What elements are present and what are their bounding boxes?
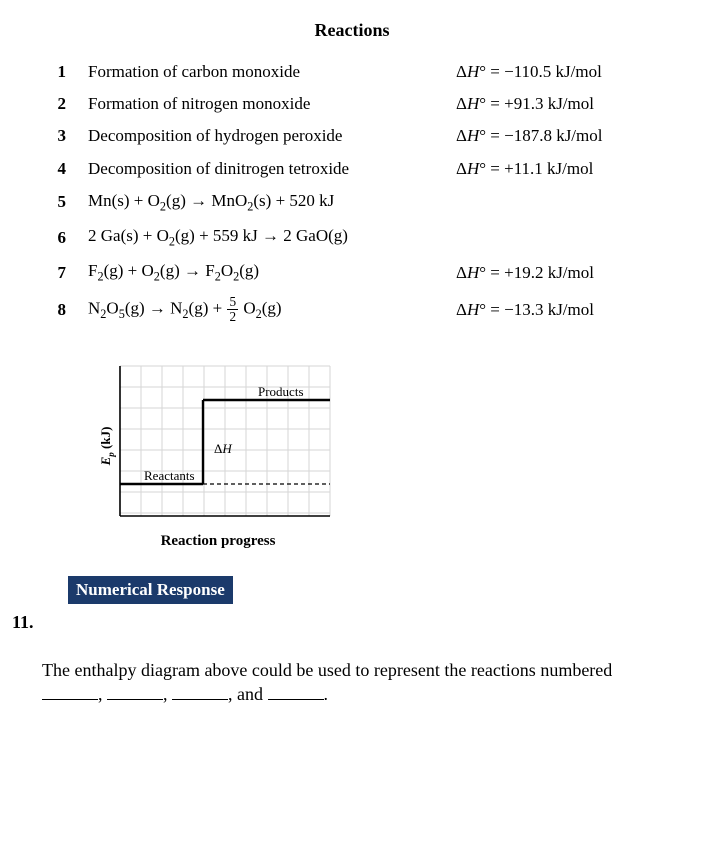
sep2: ,: [163, 684, 172, 704]
svg-text:Products: Products: [258, 384, 304, 399]
reaction-description: Decomposition of dinitrogen tetroxide: [84, 153, 452, 185]
reaction-delta-h: ΔH° = −187.8 kJ/mol: [452, 120, 686, 152]
reaction-row: 8N2O5(g) → N2(g) + 52 O2(g)ΔH° = −13.3 k…: [18, 290, 686, 330]
answer-blank-2[interactable]: [107, 682, 163, 700]
svg-text:Ep (kJ): Ep (kJ): [98, 426, 116, 466]
reaction-delta-h: ΔH° = +19.2 kJ/mol: [452, 255, 686, 290]
x-axis-label: Reaction progress: [98, 532, 338, 550]
reaction-number: 3: [18, 120, 84, 152]
reaction-delta-h: [452, 185, 686, 220]
sep1: ,: [98, 684, 107, 704]
question-line1: The enthalpy diagram above could be used…: [42, 660, 612, 680]
reaction-delta-h: ΔH° = +11.1 kJ/mol: [452, 153, 686, 185]
svg-text:Reactants: Reactants: [144, 468, 195, 483]
question-number: 11.: [12, 612, 686, 634]
answer-blank-1[interactable]: [42, 682, 98, 700]
answer-blank-4[interactable]: [268, 682, 324, 700]
sep3: ,: [228, 684, 237, 704]
reaction-delta-h: [452, 220, 686, 255]
reaction-row: 5Mn(s) + O2(g) → MnO2(s) + 520 kJ: [18, 185, 686, 220]
svg-text:ΔH: ΔH: [214, 441, 232, 456]
numerical-response-badge: Numerical Response: [68, 576, 233, 604]
reaction-number: 4: [18, 153, 84, 185]
reaction-description: F2(g) + O2(g) → F2O2(g): [84, 255, 452, 290]
reaction-row: 2Formation of nitrogen monoxideΔH° = +91…: [18, 88, 686, 120]
answer-blank-3[interactable]: [172, 682, 228, 700]
reaction-number: 7: [18, 255, 84, 290]
reaction-delta-h: ΔH° = −13.3 kJ/mol: [452, 290, 686, 330]
reaction-description: 2 Ga(s) + O2(g) + 559 kJ → 2 GaO(g): [84, 220, 452, 255]
question-text: The enthalpy diagram above could be used…: [42, 658, 686, 707]
reaction-row: 62 Ga(s) + O2(g) + 559 kJ → 2 GaO(g): [18, 220, 686, 255]
reaction-description: Formation of carbon monoxide: [84, 56, 452, 88]
reaction-row: 7F2(g) + O2(g) → F2O2(g)ΔH° = +19.2 kJ/m…: [18, 255, 686, 290]
enthalpy-diagram: Reactants Products ΔH Ep (kJ) Reaction prog…: [88, 358, 686, 550]
reaction-description: N2O5(g) → N2(g) + 52 O2(g): [84, 290, 452, 330]
and-word: and: [237, 684, 268, 704]
reaction-row: 3Decomposition of hydrogen peroxideΔH° =…: [18, 120, 686, 152]
reaction-description: Mn(s) + O2(g) → MnO2(s) + 520 kJ: [84, 185, 452, 220]
reaction-description: Decomposition of hydrogen peroxide: [84, 120, 452, 152]
reactions-table: 1Formation of carbon monoxideΔH° = −110.…: [18, 56, 686, 330]
reaction-number: 2: [18, 88, 84, 120]
reaction-row: 1Formation of carbon monoxideΔH° = −110.…: [18, 56, 686, 88]
reaction-number: 8: [18, 290, 84, 330]
reaction-number: 5: [18, 185, 84, 220]
reaction-number: 1: [18, 56, 84, 88]
reaction-description: Formation of nitrogen monoxide: [84, 88, 452, 120]
reaction-number: 6: [18, 220, 84, 255]
page: Reactions 1Formation of carbon monoxideΔ…: [0, 0, 704, 851]
section-title: Reactions: [18, 20, 686, 42]
reaction-delta-h: ΔH° = +91.3 kJ/mol: [452, 88, 686, 120]
reaction-delta-h: ΔH° = −110.5 kJ/mol: [452, 56, 686, 88]
reaction-row: 4Decomposition of dinitrogen tetroxideΔH…: [18, 153, 686, 185]
energy-diagram-svg: Reactants Products ΔH Ep (kJ): [88, 358, 348, 528]
